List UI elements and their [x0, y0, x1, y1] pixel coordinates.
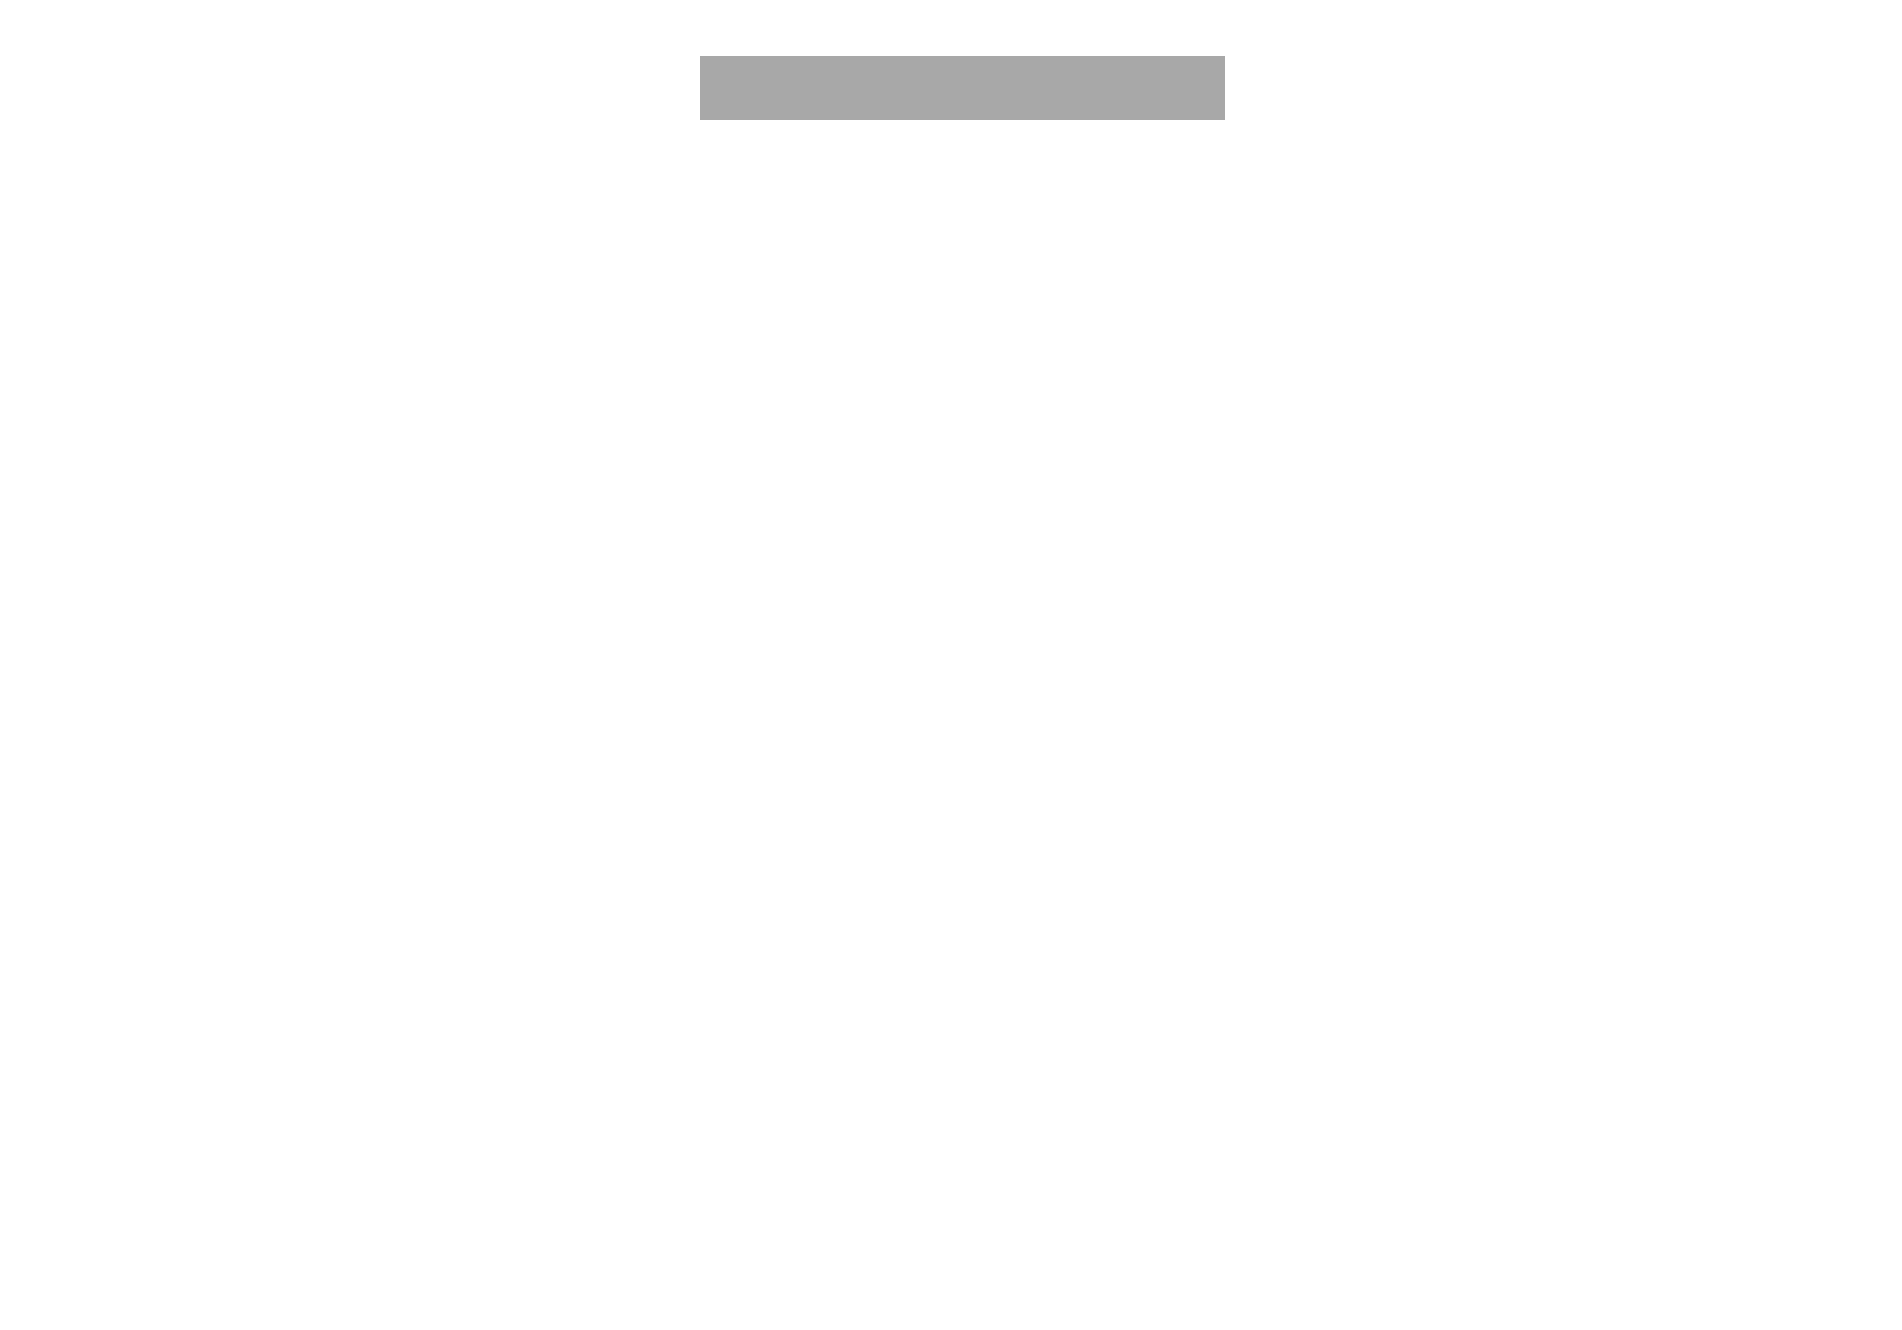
title-bar	[700, 56, 1225, 120]
